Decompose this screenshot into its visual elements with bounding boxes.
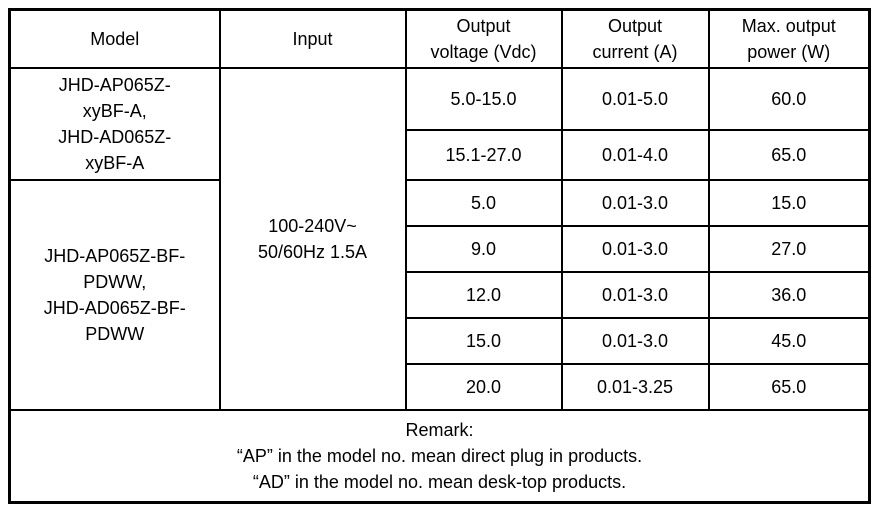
header-max-power: Max. output power (W) xyxy=(707,8,871,69)
table-row: JHD-AP065Z-BF- PDWW, JHD-AD065Z-BF- PDWW… xyxy=(8,179,871,411)
power-cell: 36.0 xyxy=(707,271,871,319)
power-cell: 15.0 xyxy=(707,179,871,227)
table-row: 9.0 0.01-3.0 27.0 xyxy=(10,225,871,273)
input-spec: 100-240V~ 50/60Hz 1.5A xyxy=(218,67,407,411)
current-cell: 0.01-5.0 xyxy=(560,67,710,131)
power-cell: 27.0 xyxy=(707,225,871,273)
model-group-2: JHD-AP065Z-BF- PDWW, JHD-AD065Z-BF- PDWW xyxy=(8,179,221,411)
current-cell: 0.01-3.25 xyxy=(560,363,710,411)
voltage-cell: 12.0 xyxy=(404,271,563,319)
current-cell: 0.01-3.0 xyxy=(560,317,710,365)
power-cell: 65.0 xyxy=(707,363,871,411)
current-cell: 0.01-3.0 xyxy=(560,225,710,273)
model-group-1: JHD-AP065Z- xyBF-A, JHD-AD065Z- xyBF-A xyxy=(8,67,221,181)
header-output-voltage: Output voltage (Vdc) xyxy=(404,8,563,69)
voltage-cell: 5.0-15.0 xyxy=(404,67,563,131)
table-row: 20.0 0.01-3.25 65.0 xyxy=(10,363,871,411)
remark-line-ad: “AD” in the model no. mean desk-top prod… xyxy=(252,472,627,492)
table-row: JHD-AP065Z- xyBF-A, JHD-AD065Z- xyBF-A 1… xyxy=(8,67,871,411)
current-cell: 0.01-3.0 xyxy=(560,179,710,227)
power-cell: 60.0 xyxy=(707,67,871,131)
current-cell: 0.01-4.0 xyxy=(560,129,710,181)
table-row: 12.0 0.01-3.0 36.0 xyxy=(10,271,871,319)
remark-title: Remark: xyxy=(405,420,474,440)
remark-line-ap: “AP” in the model no. mean direct plug i… xyxy=(236,446,643,466)
power-cell: 45.0 xyxy=(707,317,871,365)
voltage-cell: 20.0 xyxy=(404,363,563,411)
power-cell: 65.0 xyxy=(707,129,871,181)
current-cell: 0.01-3.0 xyxy=(560,271,710,319)
table-row: 15.0 0.01-3.0 45.0 xyxy=(10,317,871,365)
voltage-cell: 15.1-27.0 xyxy=(404,129,563,181)
table-row: 15.1-27.0 0.01-4.0 65.0 xyxy=(10,129,871,181)
voltage-cell: 5.0 xyxy=(404,179,563,227)
header-input: Input xyxy=(218,8,407,69)
remark-row: Remark: “AP” in the model no. mean direc… xyxy=(8,409,871,504)
remark-cell: Remark: “AP” in the model no. mean direc… xyxy=(8,409,871,504)
header-model: Model xyxy=(8,8,221,69)
power-spec-table: Model Input Output voltage (Vdc) Output … xyxy=(8,8,871,504)
voltage-cell: 15.0 xyxy=(404,317,563,365)
header-row: Model Input Output voltage (Vdc) Output … xyxy=(8,8,871,69)
voltage-cell: 9.0 xyxy=(404,225,563,273)
header-output-current: Output current (A) xyxy=(560,8,710,69)
